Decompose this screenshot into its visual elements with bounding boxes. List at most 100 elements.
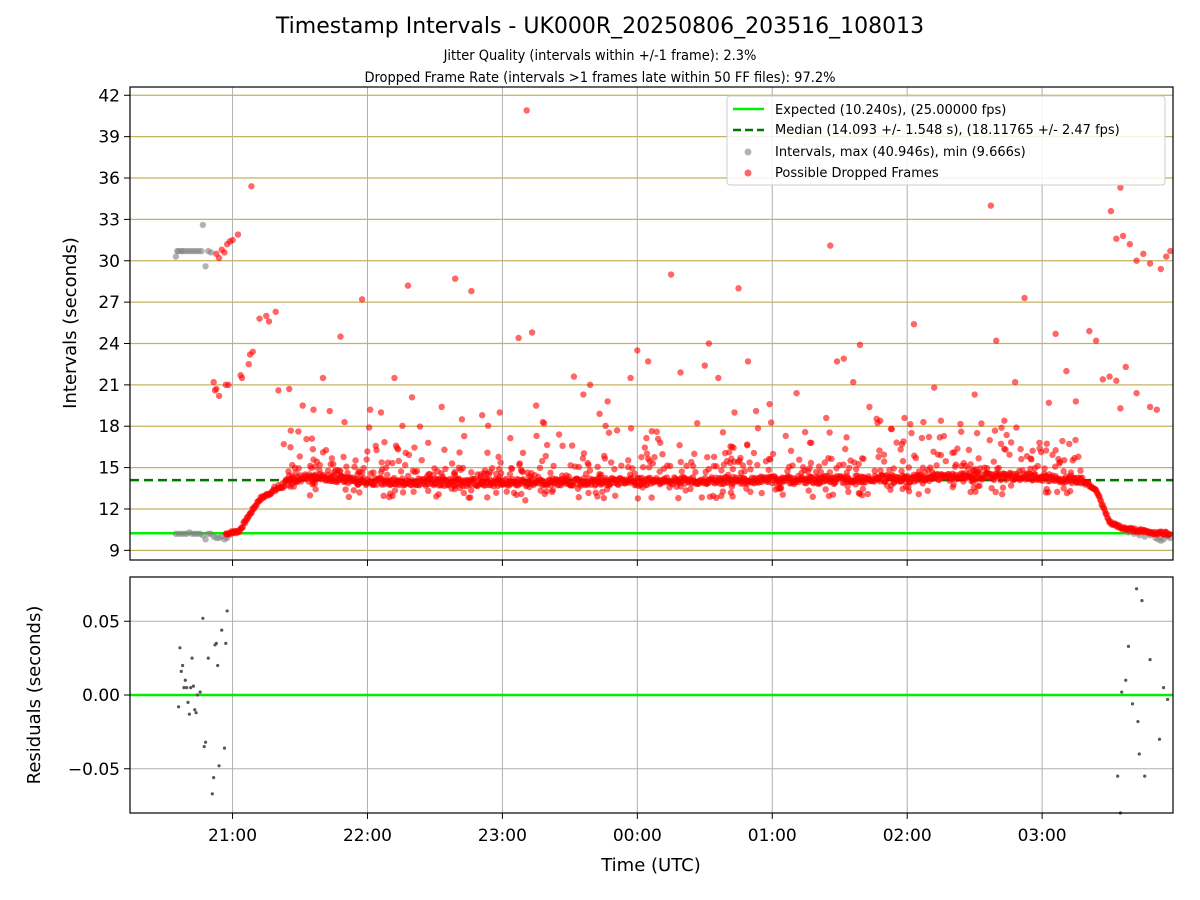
xtick-label: 21:00 bbox=[208, 826, 257, 846]
intervals-xticks bbox=[232, 560, 1043, 566]
dropped-point bbox=[998, 424, 1005, 431]
dropped-point bbox=[1045, 488, 1052, 496]
dropped-point bbox=[550, 462, 557, 470]
dropped-point bbox=[248, 183, 255, 190]
dropped-point bbox=[659, 451, 666, 458]
dropped-frame-points bbox=[210, 107, 1174, 539]
dropped-point bbox=[983, 464, 991, 472]
dropped-point bbox=[866, 403, 873, 411]
dropped-point bbox=[769, 450, 777, 458]
dropped-point bbox=[876, 447, 883, 454]
residual-point bbox=[202, 745, 206, 749]
dropped-point bbox=[687, 485, 694, 493]
dropped-point bbox=[750, 449, 758, 457]
dropped-point bbox=[807, 459, 815, 467]
dropped-point bbox=[352, 457, 359, 464]
dropped-point bbox=[518, 490, 525, 498]
dropped-point bbox=[643, 450, 651, 457]
dropped-point bbox=[950, 481, 957, 488]
dropped-point bbox=[295, 428, 302, 435]
dropped-point bbox=[418, 456, 425, 464]
residual-point bbox=[210, 792, 214, 796]
dropped-point bbox=[213, 385, 220, 393]
residual-point bbox=[1126, 644, 1131, 648]
dropped-point bbox=[399, 422, 406, 430]
dropped-point bbox=[337, 467, 344, 475]
dropped-point bbox=[508, 465, 516, 472]
dropped-point bbox=[1117, 405, 1124, 412]
dropped-point bbox=[394, 446, 402, 453]
residual-point bbox=[201, 616, 205, 620]
interval-point bbox=[198, 247, 205, 255]
dropped-point bbox=[1052, 447, 1059, 454]
dropped-point bbox=[691, 450, 698, 458]
dropped-point bbox=[828, 455, 835, 463]
dropped-point bbox=[397, 468, 405, 475]
dropped-point bbox=[952, 461, 960, 468]
dropped-point bbox=[1092, 337, 1100, 344]
dropped-point bbox=[997, 440, 1005, 447]
dropped-point bbox=[880, 451, 888, 458]
dropped-point bbox=[933, 462, 940, 469]
dropped-point bbox=[1042, 447, 1050, 454]
dropped-point bbox=[965, 446, 973, 454]
dropped-point bbox=[856, 341, 864, 349]
dropped-point bbox=[1126, 241, 1134, 248]
dropped-point bbox=[744, 442, 751, 449]
ytick-label: 0.05 bbox=[82, 612, 120, 632]
residual-point bbox=[203, 740, 208, 744]
dropped-point bbox=[350, 487, 357, 494]
dropped-point bbox=[627, 374, 634, 382]
dropped-point bbox=[844, 483, 851, 490]
residual-point bbox=[224, 641, 228, 645]
dropped-point bbox=[805, 487, 812, 494]
dropped-point bbox=[381, 438, 388, 446]
dropped-point bbox=[612, 492, 619, 499]
dropped-point bbox=[539, 418, 547, 426]
dropped-point bbox=[459, 464, 467, 472]
dropped-point bbox=[435, 491, 442, 498]
dropped-point bbox=[1133, 257, 1140, 264]
dropped-point bbox=[401, 461, 409, 469]
ytick-label: 27 bbox=[98, 293, 120, 313]
ytick-label: −0.05 bbox=[68, 760, 120, 780]
intervals-panel: 9 12 15 18 21 24 27 30 33 36 39 42 Intervals (secon… bbox=[60, 86, 1174, 566]
dropped-point bbox=[852, 465, 860, 473]
dropped-point bbox=[249, 348, 256, 355]
dropped-point bbox=[532, 402, 540, 409]
dropped-point bbox=[221, 249, 228, 256]
dropped-point bbox=[594, 493, 601, 500]
dropped-point bbox=[871, 467, 878, 475]
dropped-point bbox=[746, 459, 753, 466]
dropped-point bbox=[957, 428, 965, 435]
dropped-point bbox=[845, 464, 853, 472]
dropped-point bbox=[399, 489, 407, 496]
residual-point bbox=[182, 686, 186, 690]
dropped-point bbox=[925, 433, 933, 441]
dropped-point bbox=[356, 489, 363, 496]
dropped-point bbox=[337, 333, 344, 340]
dropped-point bbox=[692, 468, 699, 476]
residual-point bbox=[220, 628, 224, 632]
dropped-point bbox=[460, 489, 468, 497]
dropped-point bbox=[971, 391, 978, 398]
dropped-point bbox=[718, 467, 725, 474]
dropped-point bbox=[306, 492, 314, 499]
dropped-point bbox=[586, 467, 594, 474]
dropped-point bbox=[850, 378, 857, 386]
dropped-point bbox=[528, 329, 536, 336]
dropped-point bbox=[972, 488, 979, 495]
dropped-point bbox=[675, 494, 682, 502]
dropped-point bbox=[860, 455, 867, 463]
dropped-point bbox=[370, 469, 377, 476]
dropped-point bbox=[747, 466, 754, 473]
dropped-point bbox=[634, 347, 641, 354]
dropped-point bbox=[829, 491, 837, 498]
residual-point bbox=[1161, 686, 1166, 690]
dropped-point bbox=[1106, 373, 1113, 380]
dropped-point bbox=[1060, 468, 1067, 475]
dropped-point bbox=[648, 428, 656, 435]
xtick-label: 00:00 bbox=[613, 826, 662, 846]
dropped-point bbox=[1036, 439, 1043, 446]
dropped-point bbox=[875, 453, 882, 461]
